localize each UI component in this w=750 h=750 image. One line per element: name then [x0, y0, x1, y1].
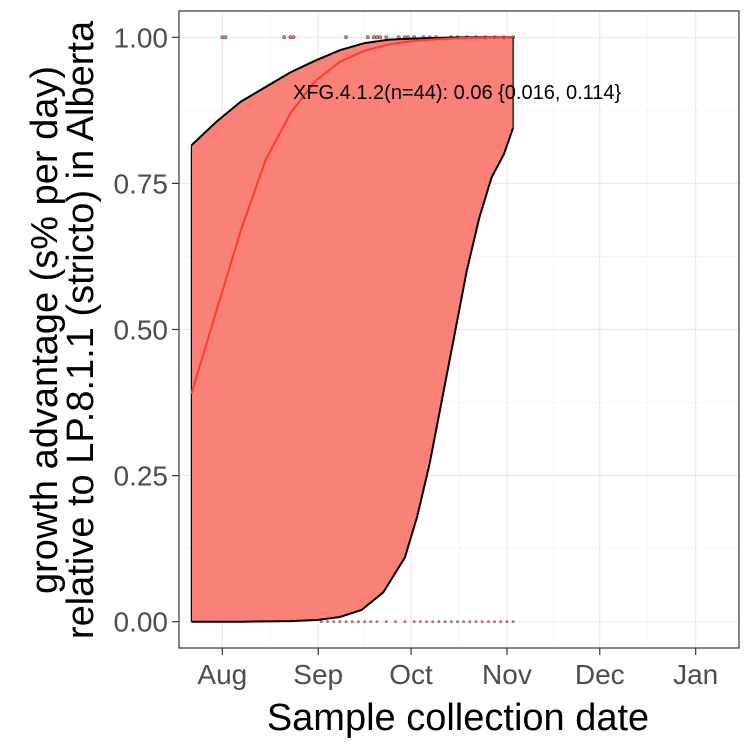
- axis-ticks: 0.00 0.25 0.50 0.75 1.00 Aug Sep Oct Nov Dec Jan: [114, 22, 719, 690]
- x-tick-label: Jan: [673, 659, 718, 690]
- data-point-bottom: [456, 620, 459, 624]
- data-point-bottom: [468, 620, 472, 624]
- data-point-bottom: [425, 620, 428, 624]
- data-point-bottom: [369, 620, 373, 624]
- lower-bound-line: [191, 127, 515, 623]
- data-point-bottom: [394, 620, 398, 624]
- fit-line: [190, 36, 514, 395]
- data-point-top: [344, 35, 348, 40]
- confidence-band-area: [191, 37, 514, 622]
- fit-annotation: XFG.4.1.2(n=44): 0.06 {0.016, 0.114}: [293, 82, 622, 104]
- x-tick-label: Dec: [575, 659, 625, 690]
- data-point-top: [375, 35, 379, 40]
- data-point-bottom: [412, 620, 416, 624]
- data-point-bottom: [511, 620, 515, 624]
- y-tick-label: 1.00: [114, 22, 169, 53]
- data-point-bottom: [499, 620, 503, 624]
- y-axis-title-line-2: relative to LP.8.1.1 (stricto) in Albert…: [60, 20, 102, 639]
- x-tick-label: Nov: [482, 659, 532, 690]
- data-point-bottom: [474, 620, 478, 624]
- y-tick-label: 0.50: [114, 315, 169, 346]
- data-point-bottom: [418, 620, 422, 624]
- data-point-top: [288, 35, 293, 40]
- data-point-bottom: [437, 620, 441, 624]
- data-point-top: [378, 35, 383, 40]
- data-point-bottom: [319, 620, 323, 624]
- data-point-top: [223, 35, 228, 40]
- y-tick-label: 0.25: [114, 461, 169, 492]
- data-point-top: [384, 35, 389, 40]
- data-point-bottom: [356, 620, 360, 624]
- data-point-bottom: [384, 620, 388, 624]
- data-point-top: [291, 35, 296, 40]
- y-tick-label: 0.75: [114, 168, 169, 199]
- x-tick-label: Aug: [197, 659, 247, 690]
- data-point-bottom: [505, 620, 509, 624]
- data-point-bottom: [449, 620, 453, 624]
- x-tick-label: Oct: [389, 659, 433, 690]
- y-axis-title-line-1: growth advantage (s% per day): [24, 66, 66, 594]
- data-point-bottom: [486, 620, 490, 624]
- confidence-band: [191, 37, 514, 622]
- data-point-bottom: [350, 620, 354, 624]
- data-point-bottom: [443, 620, 447, 624]
- data-point-bottom: [326, 620, 329, 624]
- data-point-top: [365, 35, 370, 40]
- data-point-bottom: [403, 620, 407, 624]
- data-point-top: [220, 35, 225, 40]
- data-point-bottom: [344, 620, 348, 624]
- y-axis-title: growth advantage (s% per day) relative t…: [24, 20, 102, 639]
- data-point-bottom: [338, 620, 342, 624]
- series-lines: [190, 36, 515, 623]
- data-point-bottom: [332, 620, 336, 624]
- data-point-top: [282, 35, 287, 40]
- data-point-bottom: [375, 620, 379, 624]
- x-axis-title: Sample collection date: [267, 697, 649, 739]
- data-point-bottom: [493, 620, 497, 624]
- data-point-bottom: [363, 620, 367, 624]
- y-tick-label: 0.00: [114, 607, 169, 638]
- data-point-bottom: [431, 620, 435, 624]
- data-point-bottom: [480, 620, 484, 624]
- data-point-bottom: [462, 620, 466, 624]
- data-point-top: [372, 35, 376, 40]
- x-tick-label: Sep: [293, 659, 343, 690]
